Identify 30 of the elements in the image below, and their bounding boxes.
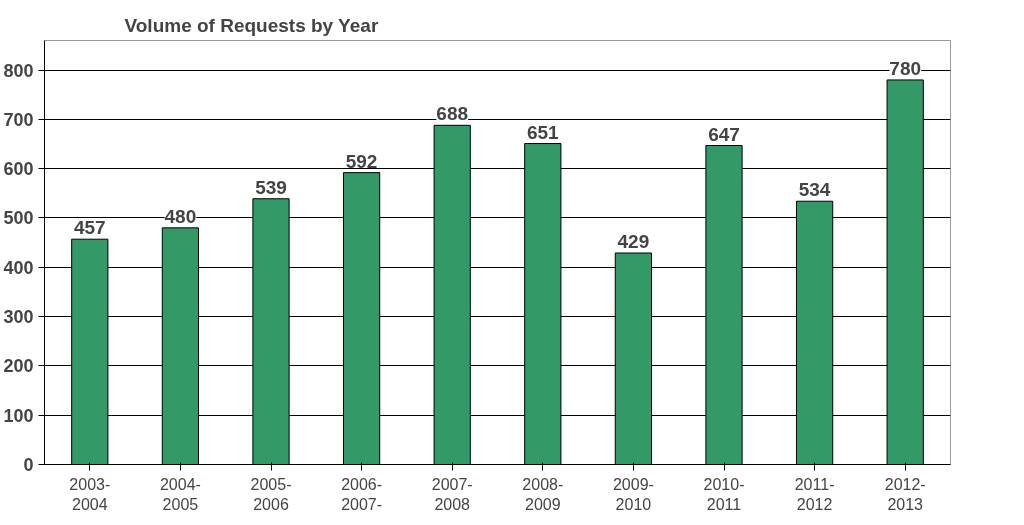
data-label: 592: [345, 150, 378, 172]
chart-title: Volume of Requests by Year: [124, 14, 379, 36]
x-tick-label: 2005- 2006: [250, 475, 292, 513]
y-tick-label: 400: [3, 257, 34, 278]
x-tick-label: 2008- 2009: [522, 475, 564, 513]
data-label: 534: [798, 179, 831, 201]
data-label: 688: [436, 103, 469, 125]
data-label: 457: [73, 217, 106, 239]
data-label: 647: [708, 123, 740, 145]
x-tick-label: 2007- 2008: [431, 475, 473, 513]
x-tick-label: 2011- 2012: [794, 475, 835, 513]
x-tick-label: 2009- 2010: [612, 475, 654, 513]
y-tick-label: 600: [3, 159, 34, 180]
y-tick-label: 700: [3, 109, 34, 130]
data-label: 651: [526, 121, 560, 143]
x-tick-label: 2010- 2011: [703, 475, 745, 513]
x-tick-label: 2004- 2005: [159, 475, 201, 513]
y-tick-label: 500: [3, 208, 34, 229]
y-tick-label: 100: [3, 405, 34, 426]
x-tick-label: 2012- 2013: [884, 475, 926, 513]
y-tick-label: 200: [3, 356, 34, 377]
data-label: 480: [164, 205, 197, 227]
data-label: 780: [889, 57, 922, 79]
y-tick-label: 800: [3, 60, 34, 81]
x-tick-label: 2006- 2007-: [341, 475, 383, 513]
y-tick-label: 0: [23, 455, 34, 475]
y-tick-label: 300: [3, 307, 34, 328]
data-label: 429: [617, 230, 650, 252]
x-tick-label: 2003- 2004: [69, 475, 111, 513]
data-label: 539: [255, 176, 287, 198]
